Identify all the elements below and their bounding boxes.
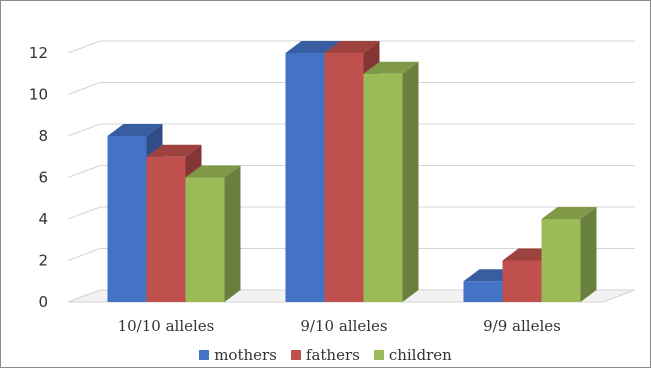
legend-swatch-children: [373, 350, 384, 360]
legend-item-fathers: fathers: [290, 346, 360, 364]
gridline-depth: [67, 165, 101, 178]
legend-label-fathers: fathers: [305, 346, 360, 364]
bar-top-fathers: [324, 41, 380, 53]
bar-children: [363, 73, 403, 302]
bar-top-children: [185, 165, 241, 178]
gridline-depth: [67, 206, 101, 220]
gridline-depth: [67, 248, 101, 261]
legend-swatch-fathers: [290, 350, 301, 360]
gridline-depth: [67, 123, 101, 137]
bar-fathers: [146, 156, 186, 302]
legend-label-children: children: [388, 346, 452, 364]
bar-top-mothers: [285, 41, 341, 53]
y-tick-label: 6: [38, 169, 48, 187]
legend-swatch-mothers: [199, 350, 210, 360]
bar-fathers: [324, 53, 364, 302]
legend-item-children: children: [373, 346, 452, 364]
y-tick-label: 4: [38, 210, 48, 228]
x-category-label: 9/10 alleles: [300, 317, 387, 335]
bar-top-fathers: [146, 144, 202, 157]
y-tick-label: 12: [29, 44, 48, 62]
bar-side-children: [402, 61, 419, 302]
y-tick-label: 2: [38, 252, 48, 270]
bar-chart: 0 2 4 6 8 10 12 10/10 alleles 9/10 alleles 9/9 al…: [29, 40, 636, 335]
bar-mothers: [285, 53, 325, 302]
bar-children: [185, 177, 225, 302]
y-tick-label: 10: [29, 86, 48, 104]
x-category-label: 9/9 alleles: [483, 317, 561, 335]
legend-label-mothers: mothers: [214, 346, 277, 364]
bar-top-children: [541, 207, 597, 219]
bar-top-children: [363, 61, 419, 74]
bar-side-children: [580, 207, 597, 302]
bar-mothers: [107, 136, 147, 302]
chart-legend: mothers fathers children: [0, 344, 651, 366]
gridline-depth: [67, 82, 101, 95]
legend-item-mothers: mothers: [199, 346, 277, 364]
x-category-label: 10/10 alleles: [118, 317, 215, 335]
gridline-depth: [67, 40, 101, 54]
bar-side-children: [224, 165, 241, 302]
bar-children: [541, 219, 581, 302]
y-tick-label: 0: [38, 293, 48, 311]
y-tick-label: 8: [38, 127, 48, 145]
bar-mothers: [463, 281, 503, 302]
bar-fathers: [502, 260, 542, 302]
bar-top-mothers: [107, 124, 163, 136]
